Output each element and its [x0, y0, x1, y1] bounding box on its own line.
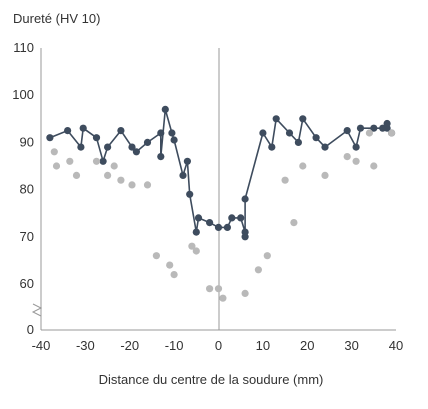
data-point [77, 143, 85, 151]
x-tick-labels: -40 -30 -20 -10 0 10 20 30 40 [32, 338, 404, 353]
data-point [168, 129, 176, 137]
y-tick-label: 0 [27, 322, 34, 337]
data-point [294, 138, 302, 146]
axes [31, 48, 396, 331]
data-point [99, 157, 107, 165]
data-point [241, 289, 249, 297]
data-point [268, 143, 276, 151]
data-point [110, 162, 118, 170]
y-tick-label: 110 [13, 40, 34, 55]
data-point [143, 181, 152, 189]
series-0 [46, 105, 396, 241]
data-point [343, 153, 351, 161]
data-point [92, 157, 101, 165]
data-point [219, 294, 227, 302]
data-point [92, 134, 101, 142]
data-point [50, 148, 58, 156]
data-point [192, 228, 200, 236]
data-point [285, 129, 294, 137]
data-point [254, 266, 262, 274]
x-tick-label: -10 [165, 338, 184, 353]
series-line [49, 108, 393, 238]
data-point [299, 115, 307, 123]
data-series [46, 105, 396, 302]
data-point [64, 127, 72, 135]
data-point [117, 176, 125, 184]
data-point [352, 157, 360, 165]
data-point [299, 162, 307, 170]
y-axis-label: Dureté (HV 10) [13, 11, 100, 26]
data-point [192, 247, 200, 255]
data-point [290, 219, 298, 227]
x-tick-label: 20 [300, 338, 314, 353]
y-tick-label: 90 [20, 134, 34, 149]
x-tick-label: 10 [256, 338, 270, 353]
data-point [46, 134, 54, 142]
x-tick-label: 0 [215, 338, 222, 353]
data-point [186, 190, 194, 198]
data-point [241, 195, 249, 203]
data-point [166, 261, 174, 269]
data-point [206, 219, 214, 227]
data-point [281, 176, 289, 184]
y-tick-label: 100 [12, 87, 34, 102]
data-point [66, 157, 74, 165]
data-point [321, 171, 329, 179]
data-point [183, 157, 191, 165]
data-point [370, 162, 378, 170]
y-tick-label: 80 [20, 182, 34, 197]
data-point [223, 223, 231, 231]
x-axis-label: Distance du centre de la soudure (mm) [99, 372, 324, 387]
y-tick-label: 70 [20, 229, 34, 244]
data-point [259, 129, 267, 137]
axis-break-icon [31, 303, 43, 317]
series-1 [50, 129, 396, 302]
data-point [365, 129, 373, 137]
x-tick-label: -20 [120, 338, 139, 353]
data-point [214, 223, 223, 231]
x-tick-label: -40 [32, 338, 51, 353]
data-point [321, 143, 329, 151]
data-point [128, 143, 136, 151]
data-point [237, 214, 245, 222]
data-point [170, 271, 178, 279]
data-point [228, 214, 236, 222]
y-tick-label: 60 [20, 276, 34, 291]
data-point [352, 143, 360, 151]
data-point [312, 134, 320, 142]
data-point [179, 171, 187, 179]
data-point [117, 127, 125, 135]
data-point [157, 153, 165, 161]
y-tick-labels: 0 60 70 80 90 100 110 [12, 40, 34, 337]
data-point [194, 214, 203, 222]
x-tick-label: 40 [389, 338, 403, 353]
data-point [161, 105, 169, 113]
data-point [104, 171, 112, 179]
data-point [272, 115, 280, 123]
data-point [383, 124, 391, 132]
data-point [214, 285, 223, 293]
data-point [143, 138, 152, 146]
data-point [157, 129, 165, 137]
data-point [104, 143, 112, 151]
data-point [206, 285, 214, 293]
data-point [52, 162, 61, 170]
data-point [79, 124, 87, 132]
data-point [128, 181, 136, 189]
data-point [263, 252, 271, 260]
x-tick-label: 30 [344, 338, 358, 353]
data-point [72, 171, 81, 179]
x-tick-label: -30 [76, 338, 95, 353]
data-point [188, 242, 196, 250]
data-point [388, 129, 396, 137]
data-point [241, 233, 249, 241]
data-point [343, 127, 351, 135]
data-point [132, 148, 140, 156]
data-point [356, 124, 365, 132]
data-point [170, 136, 178, 144]
data-point [152, 252, 160, 260]
data-point [370, 124, 378, 132]
